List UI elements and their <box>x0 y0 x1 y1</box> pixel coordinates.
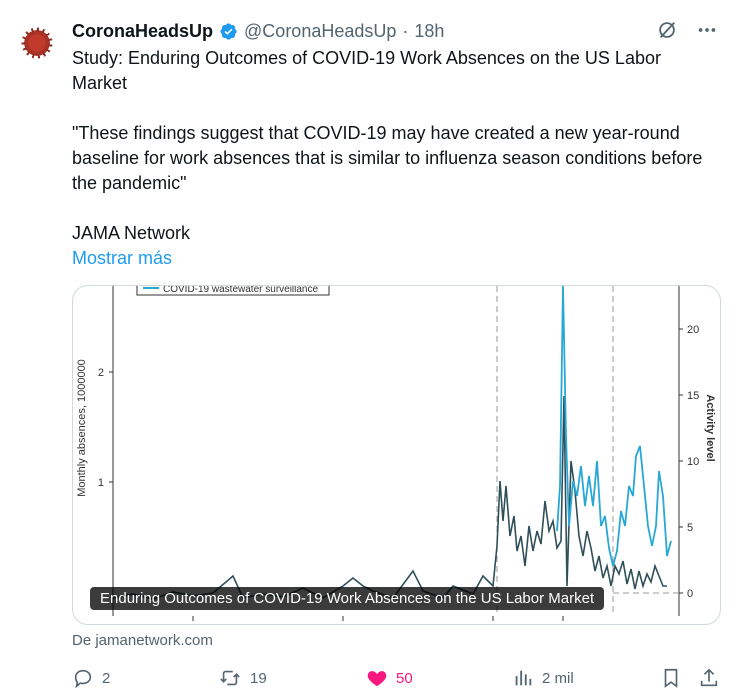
wastewater-line <box>556 286 672 567</box>
tweet-line-title: Study: Enduring Outcomes of COVID-19 Wor… <box>72 48 661 93</box>
separator-dot: · <box>402 20 409 41</box>
action-bar: 2 19 50 2 mil <box>72 664 722 692</box>
like-count: 50 <box>396 669 413 687</box>
y2-tick-label: 20 <box>687 324 699 336</box>
views-button[interactable]: 2 mil <box>512 664 574 692</box>
y2-tick-label: 5 <box>687 522 693 534</box>
y-tick-label: 1 <box>98 477 104 489</box>
reply-icon <box>74 669 92 689</box>
link-card[interactable]: 1 2 0 5 10 15 20 Monthly absences, 1000000 Activ… <box>72 285 721 625</box>
repost-count: 19 <box>250 669 267 687</box>
reply-button[interactable]: 2 <box>72 664 110 692</box>
y2-tick-label: 15 <box>687 390 699 402</box>
tweet-line-quote: "These findings suggest that COVID-19 ma… <box>72 123 703 193</box>
y2-tick-label: 10 <box>687 456 699 468</box>
card-source[interactable]: De jamanetwork.com <box>72 632 213 649</box>
more-options-icon[interactable] <box>696 19 718 41</box>
repost-icon <box>220 670 240 686</box>
share-button[interactable] <box>698 664 720 692</box>
timestamp[interactable]: 18h <box>414 20 445 41</box>
reply-count: 2 <box>102 669 111 687</box>
like-button[interactable]: 50 <box>366 664 413 692</box>
view-count: 2 mil <box>542 669 574 687</box>
legend-label: COVID-19 wastewater surveillance <box>163 286 318 295</box>
share-icon <box>700 668 718 687</box>
grok-icon[interactable] <box>656 19 678 41</box>
views-icon <box>515 670 532 686</box>
show-more-link[interactable]: Mostrar más <box>72 248 173 268</box>
bookmark-button[interactable] <box>660 664 682 692</box>
bookmark-icon <box>664 668 678 688</box>
avatar[interactable] <box>22 28 52 58</box>
y2-axis-label: Activity level <box>704 394 716 461</box>
tweet-text: Study: Enduring Outcomes of COVID-19 Wor… <box>72 46 712 271</box>
author-name[interactable]: CoronaHeadsUp <box>72 20 214 41</box>
legend-box <box>136 286 330 296</box>
tweet-line-source: JAMA Network <box>72 223 191 243</box>
tweet-header: CoronaHeadsUp @CoronaHeadsUp · 18h <box>72 19 444 43</box>
y2-tick-label: 0 <box>687 588 693 600</box>
y-axis-label: Monthly absences, 1000000 <box>76 359 88 497</box>
verified-badge-icon <box>219 22 238 41</box>
y-tick-label: 2 <box>98 367 104 379</box>
card-caption: Enduring Outcomes of COVID-19 Work Absen… <box>90 587 605 610</box>
heart-icon <box>367 671 387 687</box>
repost-button[interactable]: 19 <box>218 664 267 692</box>
author-handle[interactable]: @CoronaHeadsUp <box>244 20 397 41</box>
tweet-top-actions <box>656 19 718 41</box>
